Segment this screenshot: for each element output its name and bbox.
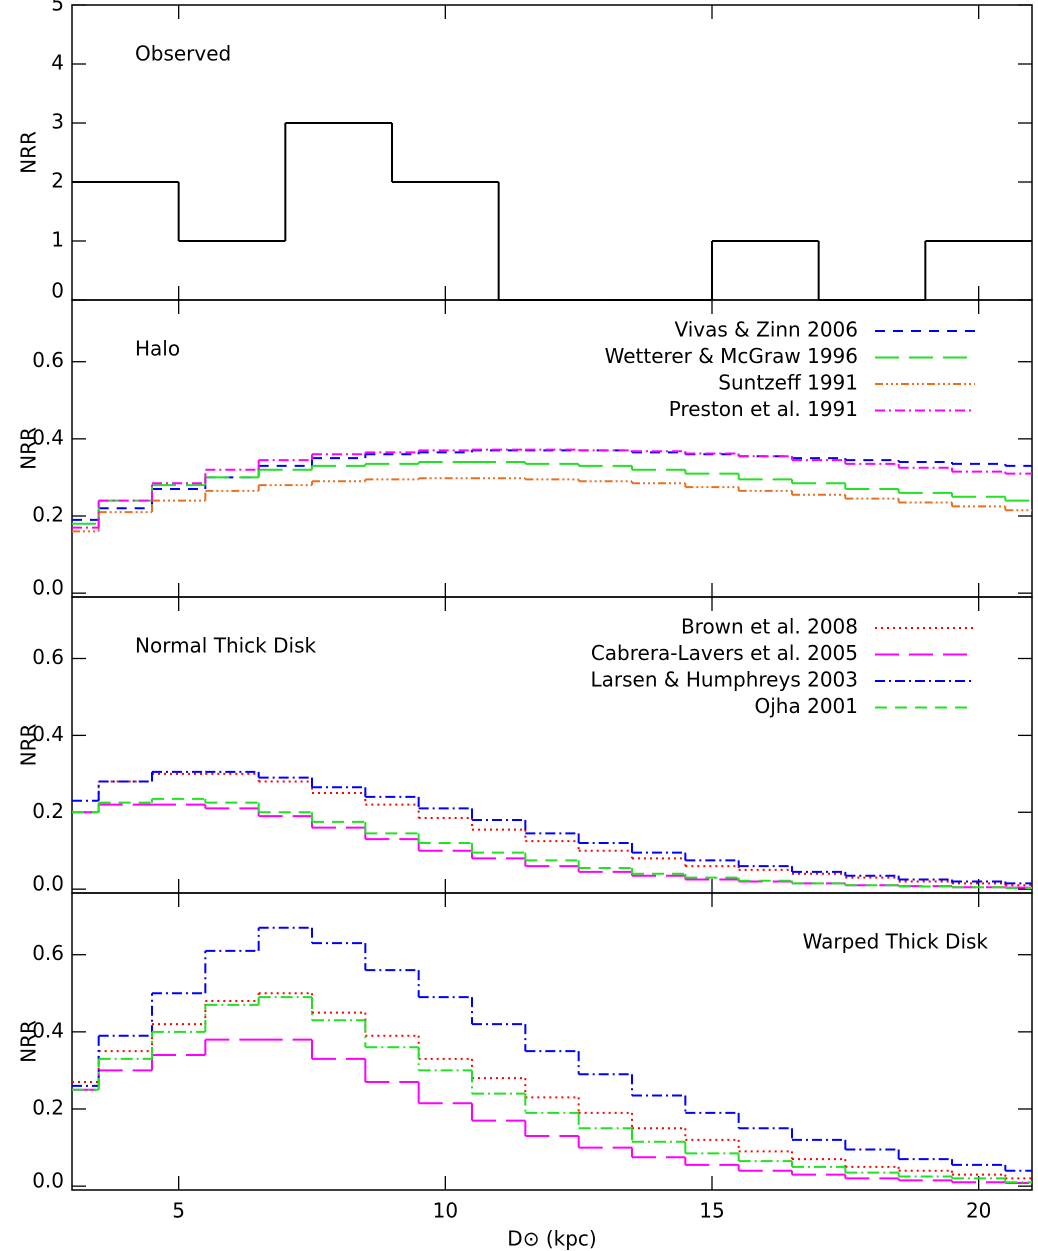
y-tick-label: 0.6 <box>32 645 64 669</box>
y-tick-label: 0.4 <box>32 722 64 746</box>
panel: 0.0 0.2 0.4 0.6 NRR Halo Vivas & Zinn 2006Wett… <box>17 299 1033 600</box>
legend-label: Larsen & Humphreys 2003 <box>591 668 859 692</box>
y-tick-label: 0 <box>51 279 64 303</box>
y-tick-label: 1 <box>51 228 64 252</box>
legend-label: Cabrera-Lavers et al. 2005 <box>591 641 858 665</box>
legend-label: Vivas & Zinn 2006 <box>675 318 859 342</box>
y-tick-label: 0.2 <box>32 503 64 527</box>
legend-label: Preston et al. 1991 <box>669 397 858 421</box>
legend-label: Ojha 2001 <box>755 694 859 718</box>
plot-frame <box>71 892 1033 1191</box>
y-tick-label: 0.4 <box>32 1018 64 1042</box>
y-tick-label: 0.4 <box>32 425 64 449</box>
y-tick-label: 0.0 <box>32 576 64 600</box>
y-axis-label: NRR <box>17 724 41 767</box>
y-tick-label: 2 <box>51 169 64 193</box>
panel: 0 1 2 3 4 5 NRR Observed <box>17 0 1033 303</box>
y-axis-label: NRR <box>17 131 41 174</box>
y-axis-label: NRR <box>17 1020 41 1063</box>
y-tick-label: 5 <box>51 0 64 16</box>
y-tick-label: 0.0 <box>32 1169 64 1193</box>
x-tick-label: 15 <box>699 1199 724 1223</box>
x-axis-label: D⊙ (kpc) <box>507 1227 596 1251</box>
legend-label: Brown et al. 2008 <box>681 615 858 639</box>
y-tick-label: 0.2 <box>32 1096 64 1120</box>
panel-title: Observed <box>135 42 231 66</box>
legend-label: Suntzeff 1991 <box>718 371 858 395</box>
x-tick-label: 5 <box>172 1199 185 1223</box>
panel: 0.0 0.2 0.4 0.6 5 10 15 20 NRR D⊙ (kpc) Warped Thi… <box>17 892 1033 1251</box>
y-tick-label: 0.6 <box>32 941 64 965</box>
panel-title: Warped Thick Disk <box>803 930 989 954</box>
plot-frame <box>71 299 1033 598</box>
y-tick-label: 3 <box>51 110 64 134</box>
x-tick-label: 10 <box>433 1199 458 1223</box>
y-tick-label: 4 <box>51 51 64 75</box>
y-tick-label: 0.6 <box>32 348 64 372</box>
y-tick-label: 0.0 <box>32 872 64 896</box>
panel: 0.0 0.2 0.4 0.6 NRR Normal Thick Disk Brown et… <box>17 596 1033 896</box>
legend-label: Wetterer & McGraw 1996 <box>605 344 858 368</box>
y-axis-label: NRR <box>17 427 41 470</box>
x-tick-label: 20 <box>966 1199 991 1223</box>
panel-title: Normal Thick Disk <box>135 634 316 658</box>
panel-title: Halo <box>135 337 180 361</box>
y-tick-label: 0.2 <box>32 799 64 823</box>
